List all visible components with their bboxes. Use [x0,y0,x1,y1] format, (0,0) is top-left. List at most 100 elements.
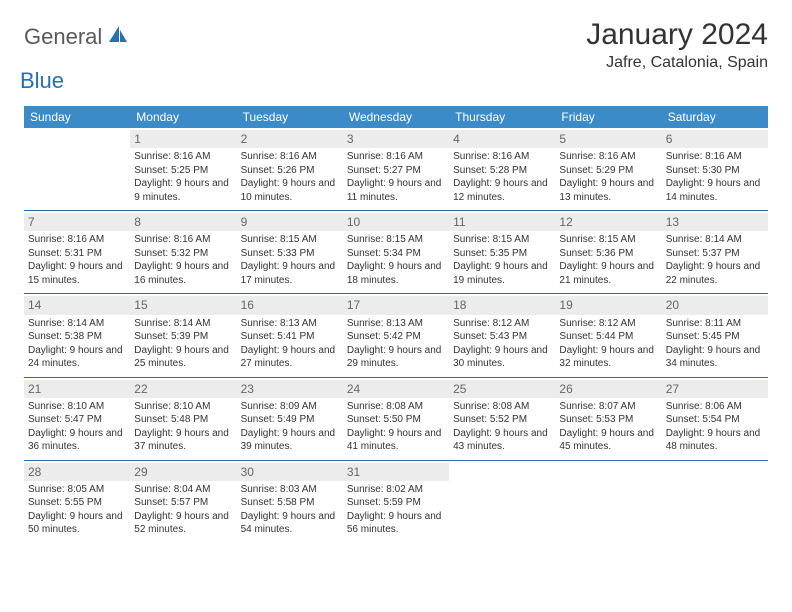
sunrise-text: Sunrise: 8:08 AM [347,400,445,414]
calendar-day-cell: 28Sunrise: 8:05 AMSunset: 5:55 PMDayligh… [24,460,130,543]
day-number: 16 [237,296,343,314]
calendar-day-cell: 31 Sunrise: 8:02 AMSunset: 5:59 PMDayligh… [343,460,449,543]
daylight-text: Daylight: 9 hours and 21 minutes. [559,260,657,287]
sunrise-text: Sunrise: 8:14 AM [666,233,764,247]
calendar-day-cell: 10Sunrise: 8:15 AMSunset: 5:34 PMDayligh… [343,211,449,294]
day-number: 21 [24,380,130,398]
day-header: Thursday [449,106,555,128]
calendar-week-row: 7Sunrise: 8:16 AMSunset: 5:31 PMDaylight… [24,211,768,294]
sunrise-text: Sunrise: 8:10 AM [134,400,232,414]
day-content: Sunrise: 8:02 AMSunset: 5:59 PMDaylight:… [347,483,445,537]
sunrise-text: Sunrise: 8:09 AM [241,400,339,414]
daylight-text: Daylight: 9 hours and 30 minutes. [453,344,551,371]
day-number: 31 [343,463,449,481]
sunset-text: Sunset: 5:31 PM [28,247,126,261]
sunrise-text: Sunrise: 8:06 AM [666,400,764,414]
sunset-text: Sunset: 5:47 PM [28,413,126,427]
calendar-day-cell: 14Sunrise: 8:14 AMSunset: 5:38 PMDayligh… [24,294,130,377]
daylight-text: Daylight: 9 hours and 29 minutes. [347,344,445,371]
calendar-day-cell: 18 Sunrise: 8:12 AMSunset: 5:43 PMDayligh… [449,294,555,377]
sunrise-text: Sunrise: 8:16 AM [28,233,126,247]
daylight-text: Daylight: 9 hours and 36 minutes. [28,427,126,454]
day-content: Sunrise: 8:15 AMSunset: 5:33 PMDaylight:… [241,233,339,287]
day-content: Sunrise: 8:09 AMSunset: 5:49 PMDaylight:… [241,400,339,454]
day-content: Sunrise: 8:16 AMSunset: 5:29 PMDaylight:… [559,150,657,204]
calendar-day-cell: 16Sunrise: 8:13 AMSunset: 5:41 PMDayligh… [237,294,343,377]
day-content: Sunrise: 8:16 AMSunset: 5:25 PMDaylight:… [134,150,232,204]
day-content: Sunrise: 8:16 AMSunset: 5:26 PMDaylight:… [241,150,339,204]
day-content: Sunrise: 8:16 AMSunset: 5:27 PMDaylight:… [347,150,445,204]
day-number: 1 [130,130,236,148]
day-content: Sunrise: 8:11 AMSunset: 5:45 PMDaylight:… [666,317,764,371]
sunset-text: Sunset: 5:39 PM [134,330,232,344]
logo-text-blue: Blue [20,68,129,94]
daylight-text: Daylight: 9 hours and 41 minutes. [347,427,445,454]
day-content: Sunrise: 8:03 AMSunset: 5:58 PMDaylight:… [241,483,339,537]
day-number: 18 [449,296,555,314]
daylight-text: Daylight: 9 hours and 45 minutes. [559,427,657,454]
sunrise-text: Sunrise: 8:02 AM [347,483,445,497]
page-subtitle: Jafre, Catalonia, Spain [586,54,768,72]
day-content: Sunrise: 8:12 AMSunset: 5:44 PMDaylight:… [559,317,657,371]
calendar-day-cell: 7Sunrise: 8:16 AMSunset: 5:31 PMDaylight… [24,211,130,294]
day-number: 15 [130,296,236,314]
sunrise-text: Sunrise: 8:04 AM [134,483,232,497]
calendar-day-cell: 8Sunrise: 8:16 AMSunset: 5:32 PMDaylight… [130,211,236,294]
sunrise-text: Sunrise: 8:16 AM [134,233,232,247]
daylight-text: Daylight: 9 hours and 14 minutes. [666,177,764,204]
sunrise-text: Sunrise: 8:16 AM [666,150,764,164]
day-header: Sunday [24,106,130,128]
calendar-day-cell: 25Sunrise: 8:08 AMSunset: 5:52 PMDayligh… [449,377,555,460]
day-content: Sunrise: 8:08 AMSunset: 5:50 PMDaylight:… [347,400,445,454]
day-content: Sunrise: 8:12 AMSunset: 5:43 PMDaylight:… [453,317,551,371]
sunset-text: Sunset: 5:54 PM [666,413,764,427]
sunset-text: Sunset: 5:37 PM [666,247,764,261]
daylight-text: Daylight: 9 hours and 54 minutes. [241,510,339,537]
sunrise-text: Sunrise: 8:16 AM [559,150,657,164]
calendar-day-cell: 30Sunrise: 8:03 AMSunset: 5:58 PMDayligh… [237,460,343,543]
calendar-week-row: 21Sunrise: 8:10 AMSunset: 5:47 PMDayligh… [24,377,768,460]
calendar-day-cell [662,460,768,543]
calendar-header-row: SundayMondayTuesdayWednesdayThursdayFrid… [24,106,768,128]
calendar-day-cell: 3Sunrise: 8:16 AMSunset: 5:27 PMDaylight… [343,128,449,211]
daylight-text: Daylight: 9 hours and 11 minutes. [347,177,445,204]
sunset-text: Sunset: 5:41 PM [241,330,339,344]
sunset-text: Sunset: 5:35 PM [453,247,551,261]
sunrise-text: Sunrise: 8:15 AM [241,233,339,247]
day-content: Sunrise: 8:05 AMSunset: 5:55 PMDaylight:… [28,483,126,537]
calendar-day-cell: 26Sunrise: 8:07 AMSunset: 5:53 PMDayligh… [555,377,661,460]
day-number: 27 [662,380,768,398]
daylight-text: Daylight: 9 hours and 34 minutes. [666,344,764,371]
day-number: 17 [343,296,449,314]
sunrise-text: Sunrise: 8:05 AM [28,483,126,497]
sunset-text: Sunset: 5:25 PM [134,164,232,178]
logo-sail-icon [109,31,129,48]
day-number: 12 [555,213,661,231]
calendar-day-cell [24,128,130,211]
calendar-day-cell: 23Sunrise: 8:09 AMSunset: 5:49 PMDayligh… [237,377,343,460]
title-block: January 2024 Jafre, Catalonia, Spain [586,18,768,72]
daylight-text: Daylight: 9 hours and 17 minutes. [241,260,339,287]
day-header: Friday [555,106,661,128]
sunrise-text: Sunrise: 8:10 AM [28,400,126,414]
sunset-text: Sunset: 5:48 PM [134,413,232,427]
calendar-day-cell: 2Sunrise: 8:16 AMSunset: 5:26 PMDaylight… [237,128,343,211]
calendar-day-cell: 11Sunrise: 8:15 AMSunset: 5:35 PMDayligh… [449,211,555,294]
daylight-text: Daylight: 9 hours and 19 minutes. [453,260,551,287]
day-header: Wednesday [343,106,449,128]
sunrise-text: Sunrise: 8:12 AM [559,317,657,331]
day-number: 8 [130,213,236,231]
calendar-week-row: 28Sunrise: 8:05 AMSunset: 5:55 PMDayligh… [24,460,768,543]
sunrise-text: Sunrise: 8:14 AM [28,317,126,331]
calendar-day-cell: 9Sunrise: 8:15 AMSunset: 5:33 PMDaylight… [237,211,343,294]
sunset-text: Sunset: 5:42 PM [347,330,445,344]
calendar-day-cell: 24 Sunrise: 8:08 AMSunset: 5:50 PMDayligh… [343,377,449,460]
day-number: 13 [662,213,768,231]
daylight-text: Daylight: 9 hours and 16 minutes. [134,260,232,287]
day-content: Sunrise: 8:08 AMSunset: 5:52 PMDaylight:… [453,400,551,454]
calendar-day-cell: 27Sunrise: 8:06 AMSunset: 5:54 PMDayligh… [662,377,768,460]
day-number: 24 [343,380,449,398]
sunset-text: Sunset: 5:52 PM [453,413,551,427]
day-content: Sunrise: 8:14 AMSunset: 5:38 PMDaylight:… [28,317,126,371]
daylight-text: Daylight: 9 hours and 9 minutes. [134,177,232,204]
